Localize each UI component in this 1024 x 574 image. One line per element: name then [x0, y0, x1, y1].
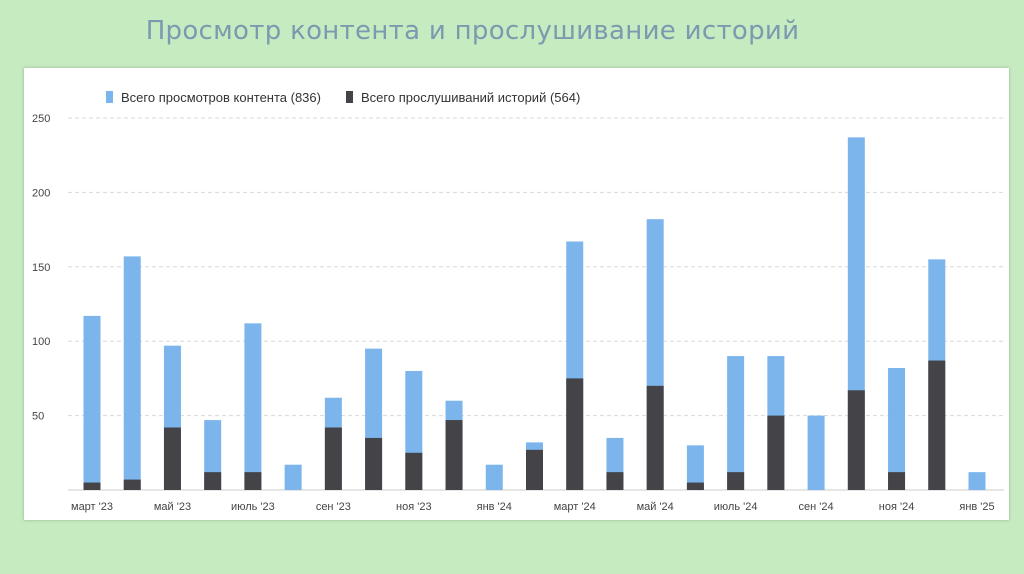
- x-axis-labels: март '23 май '23 июль '23 сен '23 ноя '23 янв…: [71, 501, 995, 513]
- bar-listens[interactable]: [405, 452, 423, 490]
- bar-listens[interactable]: [606, 472, 624, 490]
- x-tick-label: май '23: [154, 501, 191, 513]
- y-tick-label: 200: [32, 187, 50, 199]
- bar-listens[interactable]: [83, 482, 101, 490]
- bar-listens[interactable]: [686, 482, 704, 490]
- bar-listens[interactable]: [123, 479, 141, 490]
- bar-chart: Всего просмотров контента (836) Всего пр…: [32, 90, 1004, 513]
- y-tick-label: 100: [32, 336, 50, 348]
- bar-listens[interactable]: [204, 472, 222, 490]
- x-tick-label: ноя '24: [879, 501, 915, 513]
- chart-panel: Всего просмотров контента (836) Всего пр…: [24, 68, 1009, 520]
- legend-label-views[interactable]: Всего просмотров контента (836): [121, 90, 321, 105]
- bar-listens[interactable]: [244, 472, 262, 490]
- x-tick-label: сен '23: [316, 501, 351, 513]
- x-tick-label: янв '25: [959, 501, 994, 513]
- bar-listens[interactable]: [445, 420, 463, 490]
- legend: Всего просмотров контента (836) Всего пр…: [106, 90, 580, 105]
- x-tick-label: март '24: [554, 501, 596, 513]
- y-tick-label: 50: [32, 411, 44, 423]
- bar-listens[interactable]: [526, 449, 543, 490]
- bar-views[interactable]: [123, 256, 141, 490]
- bar-views[interactable]: [244, 323, 262, 490]
- bar-views[interactable]: [968, 472, 986, 490]
- bar-listens[interactable]: [727, 472, 745, 490]
- bar-listens[interactable]: [888, 472, 906, 490]
- y-tick-label: 250: [32, 113, 50, 125]
- bar-views[interactable]: [727, 356, 745, 490]
- slide-title: Просмотр контента и прослушивание истори…: [145, 16, 800, 46]
- x-tick-label: июль '24: [714, 501, 758, 513]
- bar-views[interactable]: [686, 445, 704, 490]
- x-tick-label: июль '23: [231, 501, 275, 513]
- bar-views[interactable]: [807, 415, 825, 490]
- x-tick-label: май '24: [637, 501, 674, 513]
- bar-listens[interactable]: [566, 378, 584, 490]
- x-tick-label: сен '24: [799, 501, 834, 513]
- bar-listens[interactable]: [324, 427, 342, 490]
- y-tick-label: 150: [32, 262, 50, 274]
- bar-listens[interactable]: [847, 390, 865, 490]
- bar-listens[interactable]: [163, 427, 181, 490]
- bars: [83, 137, 986, 490]
- bar-listens[interactable]: [928, 360, 946, 490]
- y-axis-labels: 50 100 150 200 250: [32, 113, 50, 423]
- bar-listens[interactable]: [365, 437, 383, 490]
- bar-views[interactable]: [83, 315, 101, 490]
- legend-label-listens[interactable]: Всего прослушиваний историй (564): [361, 90, 580, 105]
- x-tick-label: янв '24: [477, 501, 512, 513]
- legend-swatch-listens: [346, 91, 353, 103]
- bar-listens[interactable]: [646, 385, 664, 490]
- x-tick-label: ноя '23: [396, 501, 432, 513]
- bar-views[interactable]: [284, 464, 302, 490]
- legend-swatch-views: [106, 91, 113, 103]
- bar-views[interactable]: [485, 464, 503, 490]
- x-tick-label: март '23: [71, 501, 113, 513]
- bar-listens[interactable]: [767, 415, 785, 490]
- bar-views[interactable]: [888, 367, 906, 490]
